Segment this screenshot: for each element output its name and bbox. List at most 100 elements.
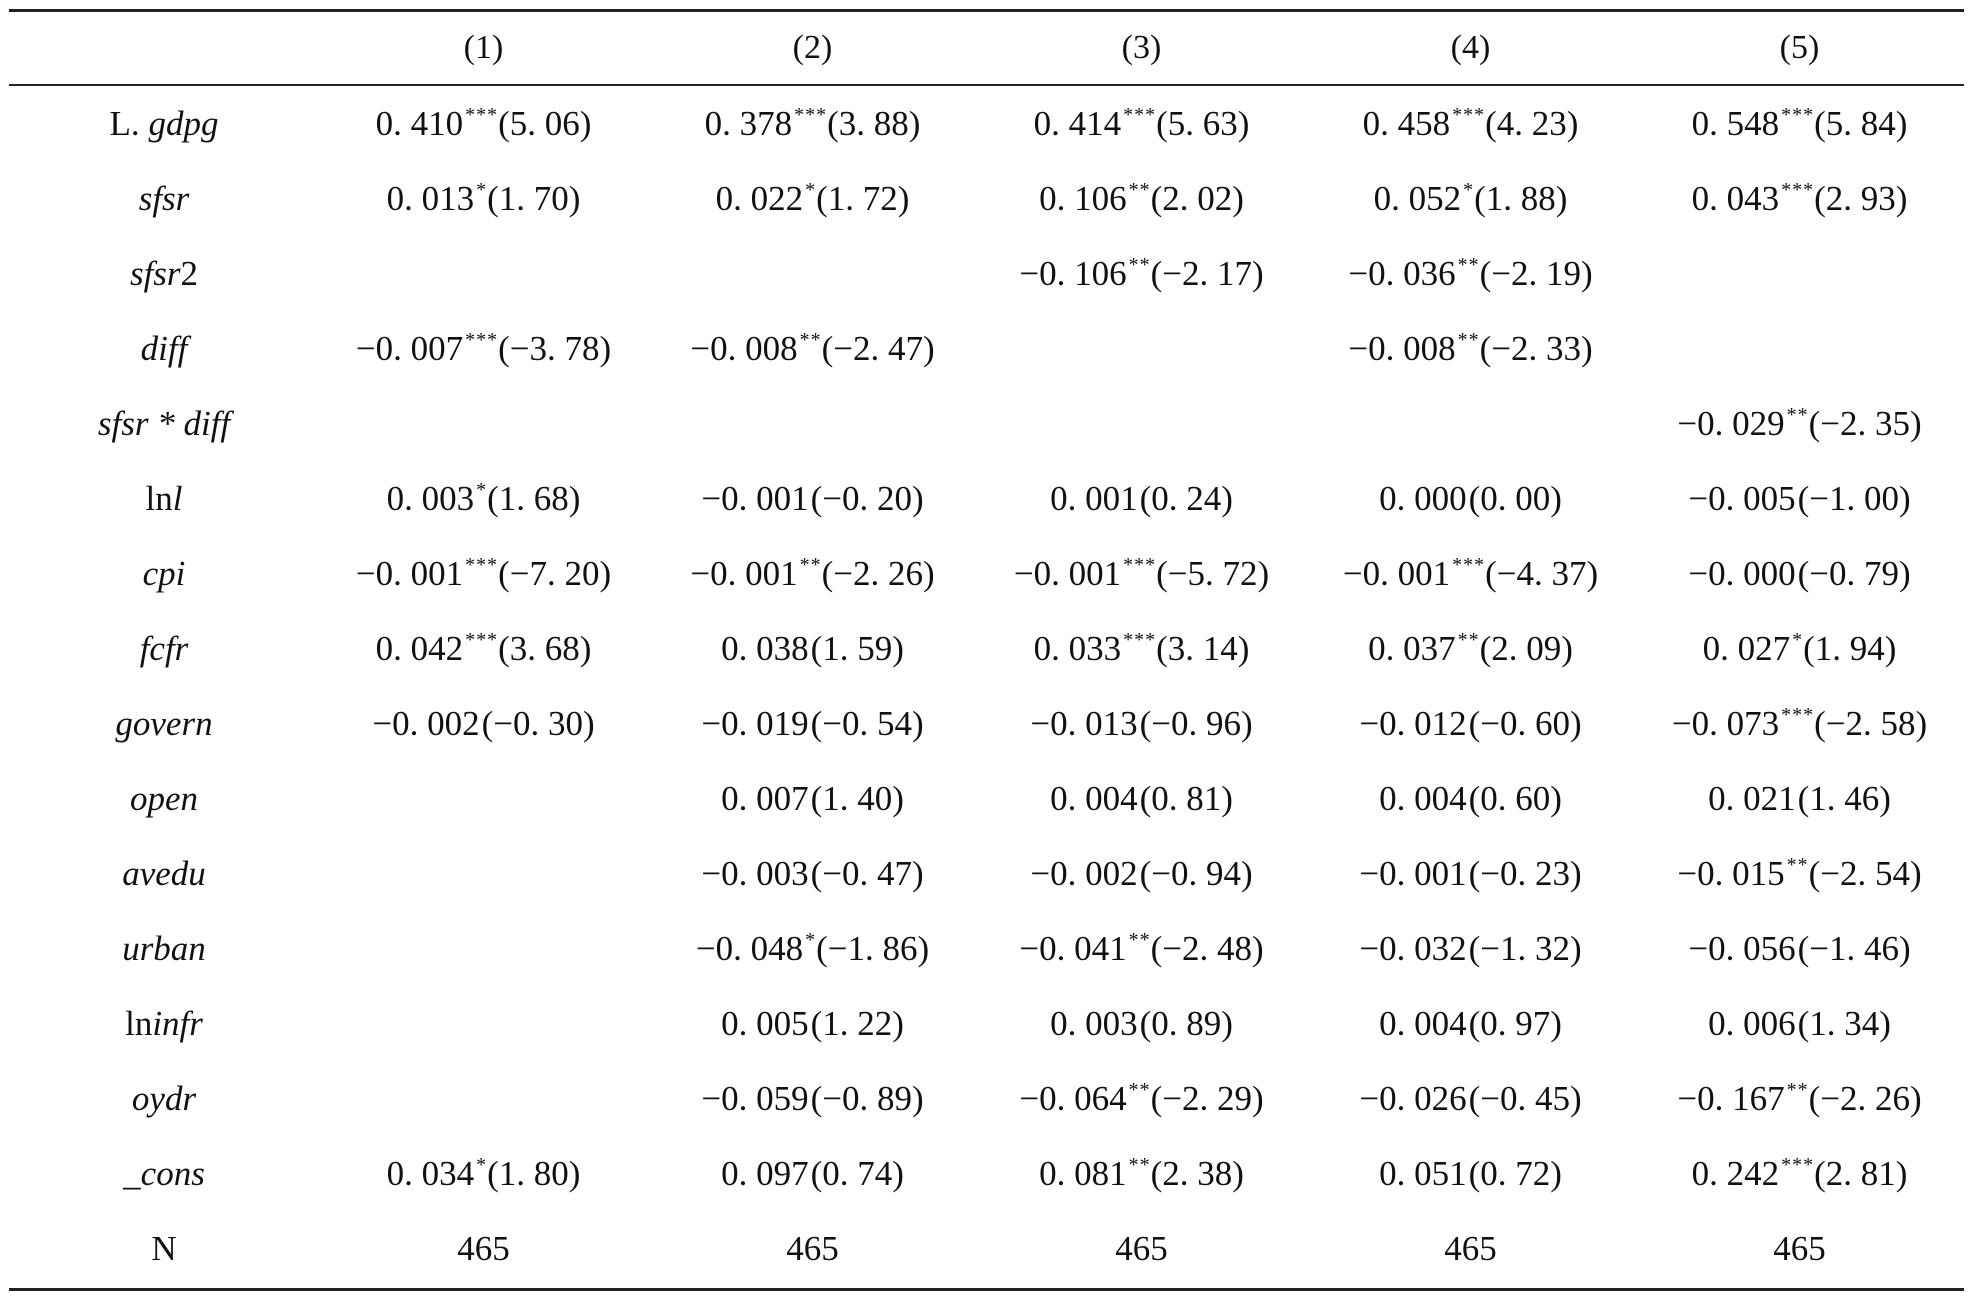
coefficient-value: −0. 013 xyxy=(1030,703,1138,743)
header-row: (1) (2) (3) (4) (5) xyxy=(9,12,1964,84)
t-statistic: (−2. 47) xyxy=(821,328,935,368)
coefficient-cell: −0. 032(−1. 32) xyxy=(1306,911,1635,986)
coefficient-value: 0. 033 xyxy=(1033,628,1122,668)
table-row: _cons 0. 034 *(1. 80) 0. 097(0. 74) 0. 081 **… xyxy=(9,1136,1964,1211)
coefficient-cell: 0. 081 **(2. 38) xyxy=(977,1136,1306,1211)
row-label-variable: _cons xyxy=(123,1153,205,1193)
t-statistic: (−0. 94) xyxy=(1139,853,1253,893)
coefficient-value: 0. 000 xyxy=(1379,478,1467,518)
coefficient-cell xyxy=(319,836,648,911)
coefficient-cell xyxy=(319,986,648,1061)
coefficient-value: 0. 038 xyxy=(721,628,809,668)
coefficient-value: 0. 106 xyxy=(1039,178,1127,218)
table-row: open 0. 007(1. 40) 0. 004(0. 81) 0. 004(0. … xyxy=(9,761,1964,836)
coefficient-cell: 0. 414 ***(5. 63) xyxy=(977,86,1306,161)
t-statistic: (4. 23) xyxy=(1485,103,1579,143)
t-statistic: (0. 81) xyxy=(1139,778,1233,818)
t-statistic: (0. 72) xyxy=(1468,1153,1562,1193)
row-label-variable: cpi xyxy=(142,553,186,593)
t-statistic: (−2. 19) xyxy=(1479,253,1593,293)
row-label: diff xyxy=(9,311,319,386)
coefficient-cell: −0. 059(−0. 89) xyxy=(648,1061,977,1136)
row-label-variable: open xyxy=(129,778,199,818)
t-statistic: (−1. 86) xyxy=(816,928,930,968)
coefficient-value: 0. 027 xyxy=(1702,628,1791,668)
coefficient-cell: 0. 548 ***(5. 84) xyxy=(1635,86,1964,161)
coefficient-value: −0. 001 xyxy=(701,478,809,518)
coefficient-value: −0. 007 xyxy=(355,328,464,368)
coefficient-value: 0. 378 xyxy=(704,103,793,143)
header-rule xyxy=(9,84,1964,86)
table-row: L. gdpg 0. 410 ***(5. 06) 0. 378 ***(3. 88) 0… xyxy=(9,86,1964,161)
coefficient-cell xyxy=(648,236,977,311)
coefficient-cell: 0. 458 ***(4. 23) xyxy=(1306,86,1635,161)
coefficient-cell: 0. 006(1. 34) xyxy=(1635,986,1964,1061)
coefficient-cell: −0. 013(−0. 96) xyxy=(977,686,1306,761)
coefficient-value: −0. 048 xyxy=(695,928,804,968)
coefficient-value: 0. 034 xyxy=(386,1153,475,1193)
coefficient-value: −0. 059 xyxy=(701,1078,809,1118)
coefficient-cell: 0. 003(0. 89) xyxy=(977,986,1306,1061)
column-header: (1) xyxy=(463,29,504,66)
significance-stars: *** xyxy=(794,103,828,126)
t-statistic: (1. 80) xyxy=(487,1153,581,1193)
t-statistic: (1. 59) xyxy=(810,628,904,668)
coefficient-cell xyxy=(977,386,1306,461)
significance-stars: ** xyxy=(1786,1078,1809,1101)
t-statistic: (5. 84) xyxy=(1814,103,1908,143)
t-statistic: (−2. 26) xyxy=(1808,1078,1922,1118)
t-statistic: (−0. 45) xyxy=(1468,1078,1582,1118)
coefficient-cell: 0. 242 ***(2. 81) xyxy=(1635,1136,1964,1211)
table-row: avedu −0. 003(−0. 47) −0. 002(−0. 94) −0. 0… xyxy=(9,836,1964,911)
coefficient-value: 0. 081 xyxy=(1039,1153,1127,1193)
coefficient-cell xyxy=(1306,386,1635,461)
coefficient-cell: 0. 052 *(1. 88) xyxy=(1306,161,1635,236)
coefficient-cell: −0. 001 ***(−4. 37) xyxy=(1306,536,1635,611)
coefficient-cell: 0. 037 **(2. 09) xyxy=(1306,611,1635,686)
coefficient-cell: −0. 012(−0. 60) xyxy=(1306,686,1635,761)
coefficient-cell: −0. 041 **(−2. 48) xyxy=(977,911,1306,986)
coefficient-value: 0. 021 xyxy=(1708,778,1796,818)
coefficient-value: 0. 004 xyxy=(1379,1003,1467,1043)
coefficient-value: 0. 242 xyxy=(1691,1153,1780,1193)
t-statistic: (−0. 89) xyxy=(810,1078,924,1118)
coefficient-value: 0. 003 xyxy=(386,478,475,518)
coefficient-cell xyxy=(319,386,648,461)
coefficient-value: 0. 052 xyxy=(1373,178,1462,218)
coefficient-value: 0. 013 xyxy=(386,178,475,218)
coefficient-cell: 0. 034 *(1. 80) xyxy=(319,1136,648,1211)
t-statistic: (−2. 33) xyxy=(1479,328,1593,368)
coefficient-value: 0. 007 xyxy=(721,778,809,818)
t-statistic: (−0. 47) xyxy=(810,853,924,893)
t-statistic: (3. 88) xyxy=(827,103,921,143)
table-row: govern −0. 002(−0. 30) −0. 019(−0. 54) −0. … xyxy=(9,686,1964,761)
coefficient-value: −0. 073 xyxy=(1671,703,1780,743)
t-statistic: (1. 40) xyxy=(810,778,904,818)
row-label: cpi xyxy=(9,536,319,611)
table-row: fcfr 0. 042 ***(3. 68) 0. 038(1. 59) 0. 033 *… xyxy=(9,611,1964,686)
coefficient-value: −0. 001 xyxy=(1013,553,1122,593)
t-statistic: (−1. 46) xyxy=(1797,928,1911,968)
significance-stars: *** xyxy=(1781,178,1815,201)
row-label-variable: avedu xyxy=(122,853,206,893)
row-label-prefix: ln xyxy=(125,1003,153,1043)
t-statistic: (3. 68) xyxy=(498,628,592,668)
coefficient-cell: −0. 015 **(−2. 54) xyxy=(1635,836,1964,911)
coefficient-cell: 0. 003 *(1. 68) xyxy=(319,461,648,536)
coefficient-value: −0. 056 xyxy=(1688,928,1796,968)
coefficient-cell: −0. 056(−1. 46) xyxy=(1635,911,1964,986)
observations-row: N 465 465 465 465 465 xyxy=(9,1211,1964,1286)
coefficient-value: −0. 026 xyxy=(1359,1078,1467,1118)
t-statistic: (2. 09) xyxy=(1479,628,1573,668)
t-statistic: (0. 60) xyxy=(1468,778,1562,818)
t-statistic: (−0. 96) xyxy=(1139,703,1253,743)
coefficient-cell xyxy=(1635,236,1964,311)
coefficient-cell: −0. 036 **(−2. 19) xyxy=(1306,236,1635,311)
t-statistic: (−0. 60) xyxy=(1468,703,1582,743)
coefficient-cell xyxy=(977,311,1306,386)
coefficient-value: −0. 106 xyxy=(1019,253,1127,293)
coefficient-value: 0. 051 xyxy=(1379,1153,1467,1193)
coefficient-cell xyxy=(319,761,648,836)
coefficient-value: −0. 036 xyxy=(1348,253,1456,293)
